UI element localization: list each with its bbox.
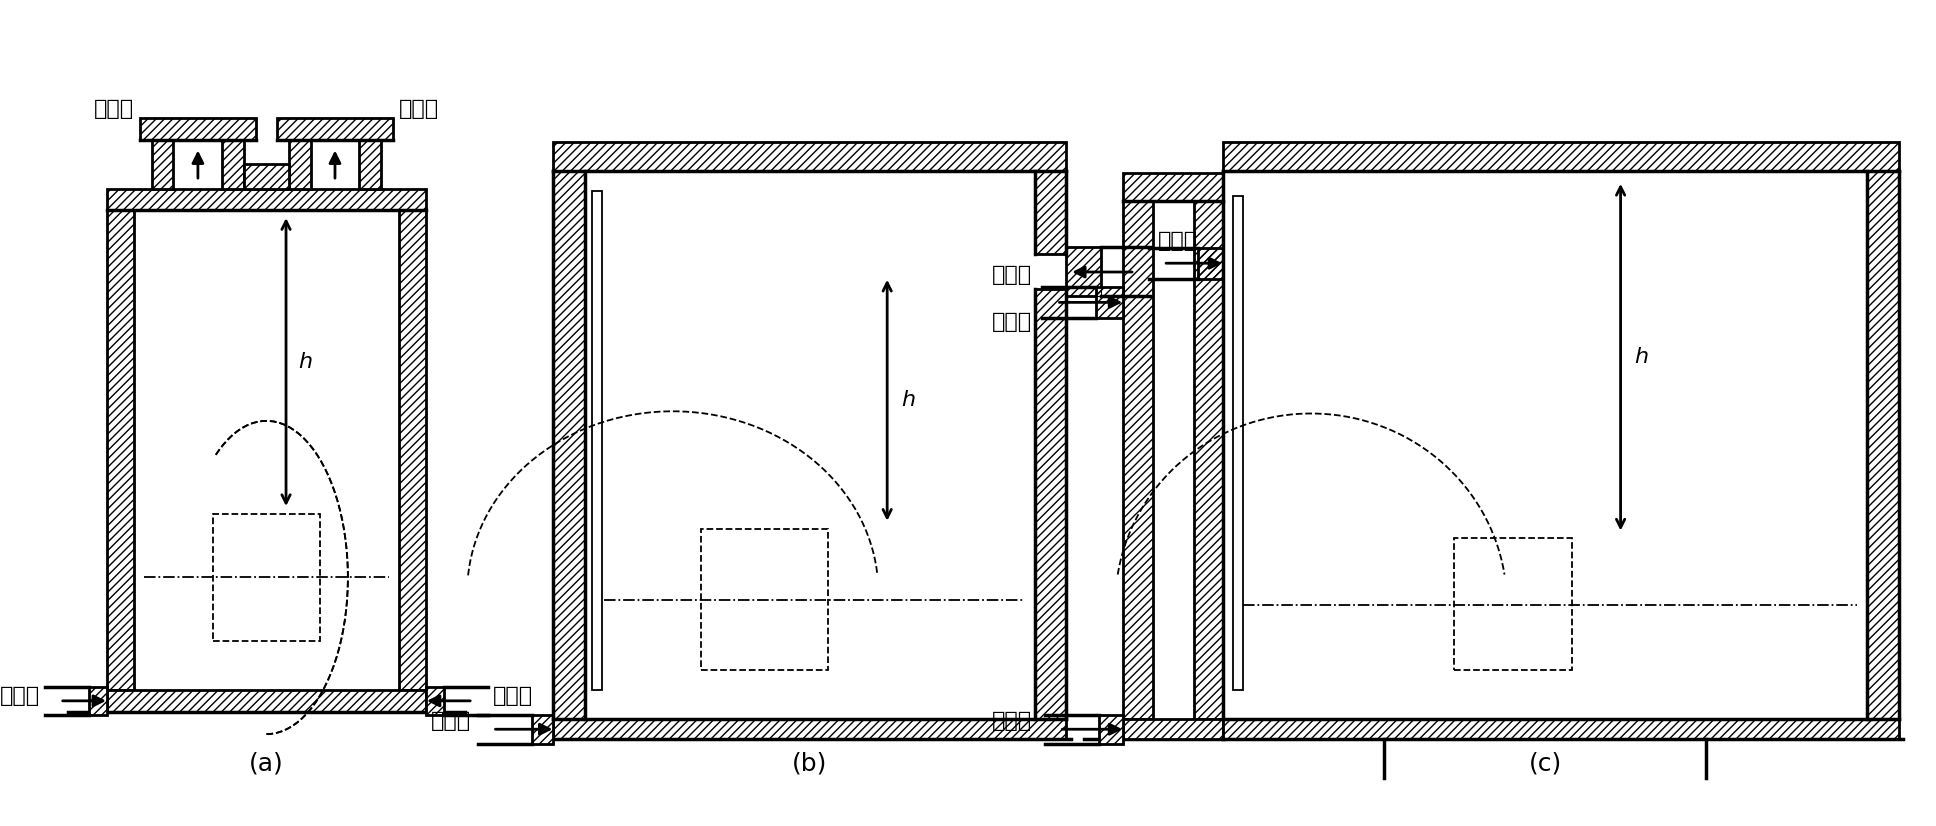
Bar — [89, 687, 106, 714]
Bar — [1866, 171, 1899, 719]
Bar — [244, 164, 288, 189]
Text: h: h — [900, 390, 916, 411]
Text: (a): (a) — [250, 752, 285, 776]
Bar — [1195, 201, 1224, 719]
Bar — [1224, 142, 1899, 171]
Bar — [701, 529, 829, 671]
Bar — [1224, 719, 1899, 739]
Bar — [151, 140, 174, 189]
Text: h: h — [1634, 347, 1648, 368]
Bar — [106, 189, 426, 211]
Bar — [426, 687, 443, 714]
Bar — [1096, 287, 1123, 318]
Bar — [1098, 714, 1123, 744]
Bar — [89, 687, 106, 714]
Bar — [106, 690, 426, 712]
Text: 进风口: 进风口 — [432, 711, 470, 731]
Text: 出风口: 出风口 — [991, 312, 1032, 332]
Bar — [399, 211, 426, 690]
Bar — [554, 171, 585, 719]
Bar — [1067, 246, 1100, 297]
Text: 出风口: 出风口 — [95, 98, 134, 118]
Bar — [277, 118, 393, 140]
Bar — [1036, 171, 1067, 254]
Bar — [1454, 539, 1572, 671]
Bar — [223, 140, 244, 189]
Text: 出风口: 出风口 — [991, 265, 1032, 285]
Bar — [554, 719, 1067, 739]
Text: 出风口: 出风口 — [1158, 230, 1198, 250]
Bar — [106, 690, 426, 712]
Bar — [1198, 248, 1224, 279]
Bar — [1195, 201, 1224, 719]
Bar — [1067, 246, 1100, 297]
Bar — [151, 140, 174, 189]
Text: 出风口: 出风口 — [399, 98, 439, 118]
Bar — [139, 118, 256, 140]
Bar — [554, 142, 1067, 171]
Bar — [106, 211, 134, 690]
Bar — [106, 189, 426, 211]
Bar — [554, 142, 1067, 171]
Bar — [360, 140, 381, 189]
Bar — [223, 140, 244, 189]
Text: h: h — [298, 352, 312, 372]
Bar — [592, 191, 602, 690]
Bar — [139, 118, 256, 140]
Bar — [1098, 714, 1123, 744]
Bar — [554, 719, 1067, 739]
Bar — [1866, 171, 1899, 719]
Bar — [1123, 719, 1224, 739]
Bar — [1123, 201, 1152, 719]
Bar — [288, 140, 310, 189]
Bar — [426, 687, 443, 714]
Bar — [288, 140, 310, 189]
Bar — [1198, 248, 1224, 279]
Bar — [106, 211, 134, 690]
Bar — [1036, 171, 1067, 254]
Bar — [1036, 288, 1067, 719]
Bar — [1233, 196, 1243, 690]
Bar — [532, 714, 554, 744]
Bar — [1096, 287, 1123, 318]
Bar — [1123, 201, 1152, 719]
Bar — [277, 118, 393, 140]
Bar — [1123, 173, 1224, 201]
Bar — [399, 211, 426, 690]
Bar — [360, 140, 381, 189]
Text: 进风口: 进风口 — [991, 711, 1032, 731]
Text: (b): (b) — [792, 752, 827, 776]
Bar — [1224, 142, 1899, 171]
Text: 进风口: 进风口 — [492, 686, 532, 706]
Bar — [532, 714, 554, 744]
Bar — [1224, 719, 1899, 739]
Bar — [213, 514, 319, 641]
Bar — [1123, 173, 1224, 201]
Text: (c): (c) — [1529, 752, 1562, 776]
Bar — [244, 164, 288, 189]
Text: 进风口: 进风口 — [0, 686, 41, 706]
Bar — [1036, 288, 1067, 719]
Bar — [1123, 719, 1224, 739]
Bar — [554, 171, 585, 719]
